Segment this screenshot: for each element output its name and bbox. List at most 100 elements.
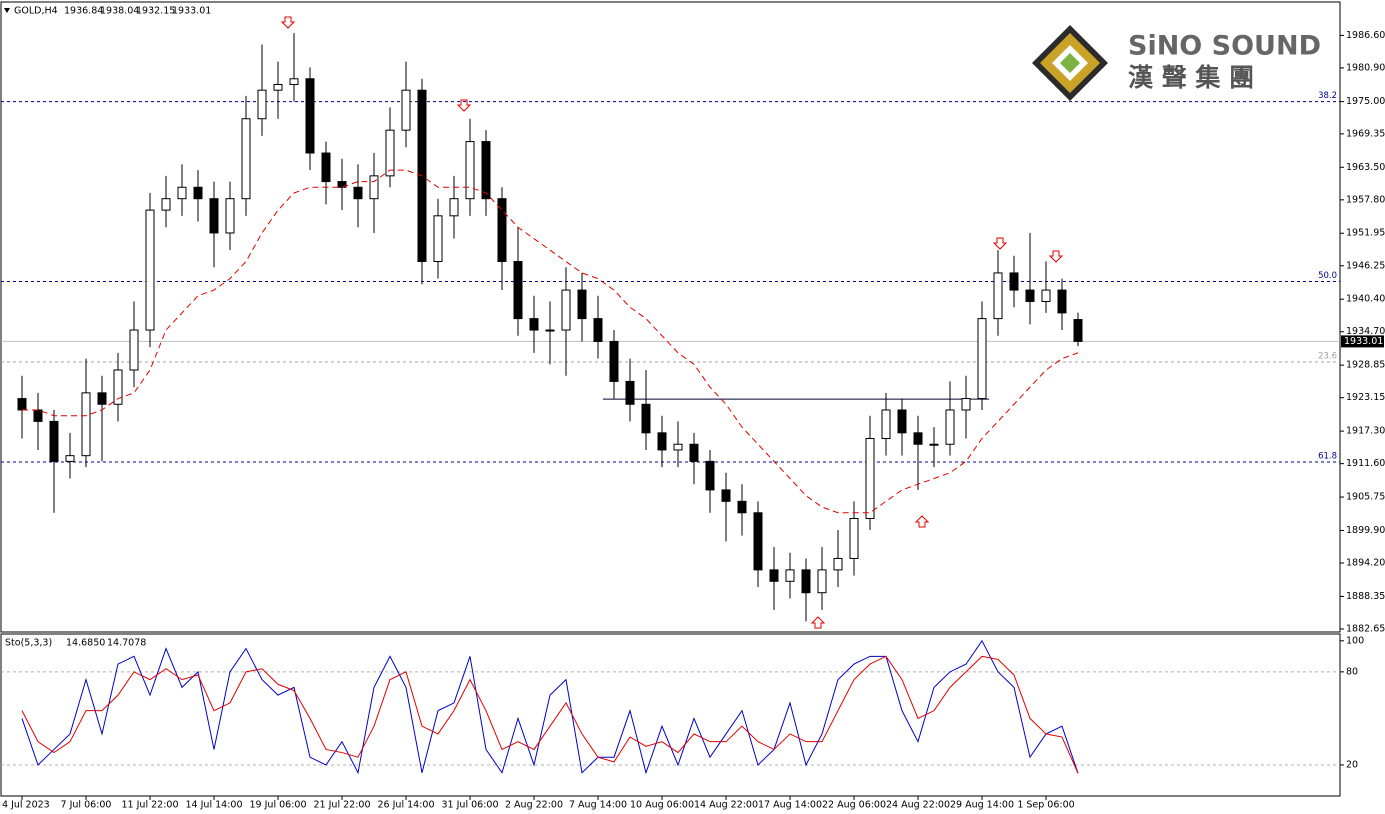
y-tick-label: 1986.60 (1346, 30, 1385, 41)
y-tick-label: 1980.90 (1346, 62, 1385, 73)
candle-body (257, 89, 267, 120)
y-tick-label: 1899.90 (1346, 525, 1385, 536)
candle-body (305, 78, 315, 154)
candle-body (449, 198, 459, 217)
candle-body (321, 152, 331, 183)
candle-body (1073, 319, 1083, 342)
y-tick-label: 1957.80 (1346, 194, 1385, 205)
oscillator-title: Sto(5,3,3) (5, 638, 52, 649)
y-tick-label: 1975.00 (1346, 96, 1385, 107)
candle-body (1009, 272, 1019, 291)
current-price-label: 1933.01 (1344, 336, 1383, 347)
oscillator-frame (0, 633, 1341, 797)
candle-body (689, 443, 699, 462)
y-tick-label: 1888.35 (1346, 591, 1385, 602)
x-tick-label: 14 Aug 22:00 (694, 800, 758, 811)
x-tick-label: 19 Jul 06:00 (250, 800, 307, 811)
candle-body (209, 198, 219, 234)
menu-triangle[interactable] (4, 8, 10, 13)
x-tick-label: 2 Aug 22:00 (505, 800, 563, 811)
fib-level-label: 50.0 (1318, 271, 1337, 281)
logo-chinese: 漢 聲 集 團 (1128, 63, 1254, 92)
candle-body (1025, 289, 1035, 302)
candle-body (497, 198, 507, 263)
candle-body (961, 398, 971, 411)
fib-level-label: 38.2 (1318, 91, 1337, 101)
x-tick-label: 22 Aug 06:00 (822, 800, 886, 811)
candle-body (289, 78, 299, 85)
y-tick-label: 1963.50 (1346, 162, 1385, 173)
candle-body (625, 380, 635, 405)
ohlc-high: 1938.04 (100, 6, 139, 17)
y-tick-label: 1928.85 (1346, 360, 1385, 371)
symbol-title: GOLD,H4 (14, 6, 58, 17)
oscillator-line (21, 655, 1079, 774)
candle-body (241, 118, 251, 200)
candle-body (913, 432, 923, 445)
candle-body (113, 369, 123, 405)
fib-level-label: 23.6 (1318, 352, 1337, 362)
candle-body (993, 272, 1003, 320)
moving-average (22, 169, 1079, 514)
y-tick-label: 1951.95 (1346, 228, 1385, 239)
candle-body (561, 289, 571, 331)
x-tick-label: 17 Aug 14:00 (758, 800, 822, 811)
x-tick-label: 29 Aug 14:00 (950, 800, 1014, 811)
y-tick-label: 1940.40 (1346, 294, 1385, 305)
ohlc-low: 1932.15 (136, 6, 175, 17)
candle-body (49, 420, 59, 462)
y-tick-label: 1905.75 (1346, 492, 1385, 503)
candle-body (1041, 289, 1051, 302)
candle-body (401, 89, 411, 131)
x-tick-label: 24 Aug 22:00 (886, 800, 950, 811)
candle-body (881, 409, 891, 440)
candle-body (801, 569, 811, 594)
x-tick-label: 26 Jul 14:00 (378, 800, 435, 811)
y-tick-label: 1946.25 (1346, 260, 1385, 271)
candle-body (753, 512, 763, 571)
candle-body (977, 318, 987, 400)
candle-body (129, 329, 139, 371)
candle-body (897, 409, 907, 434)
candle-body (81, 392, 91, 457)
candle-body (273, 83, 283, 91)
y-tick-label: 1934.70 (1346, 326, 1385, 337)
candle-body (529, 318, 539, 331)
logo: SiNO SOUND 漢 聲 集 團 (1032, 25, 1321, 101)
candle-body (353, 186, 363, 200)
candle-body (17, 398, 27, 411)
current-price-box (1341, 335, 1384, 348)
oscillator-line (21, 639, 1079, 775)
candle-body (33, 409, 43, 422)
candle-body (817, 569, 827, 594)
candle-body (785, 569, 795, 582)
candle-body (577, 289, 587, 320)
oscillator-readout: 14.7078 (107, 638, 146, 649)
x-tick-label: 10 Aug 06:00 (630, 800, 694, 811)
candle-body (657, 432, 667, 451)
candle-body (161, 198, 171, 211)
candle-body (705, 460, 715, 491)
y-tick-label: 100 (1346, 635, 1364, 646)
candle-body (193, 186, 203, 200)
candle-body (737, 500, 747, 514)
y-tick-label: 1917.30 (1346, 426, 1385, 437)
candle-body (433, 215, 443, 263)
candle-body (337, 181, 347, 188)
x-tick-label: 14 Jul 14:00 (186, 800, 243, 811)
x-tick-label: 1 Sep 06:00 (1017, 800, 1074, 811)
candle-body (513, 261, 523, 320)
y-tick-label: 1882.65 (1346, 623, 1385, 634)
y-tick-label: 1969.35 (1346, 128, 1385, 139)
candle-body (641, 403, 651, 434)
candle-body (225, 198, 235, 234)
candle-body (673, 443, 683, 451)
candle-body (833, 557, 843, 571)
candle-body (145, 209, 155, 331)
candle-body (481, 141, 491, 200)
candle-body (385, 129, 395, 177)
candle-body (865, 438, 875, 519)
ohlc-open: 1936.84 (64, 6, 103, 17)
x-tick-label: 7 Aug 14:00 (569, 800, 627, 811)
